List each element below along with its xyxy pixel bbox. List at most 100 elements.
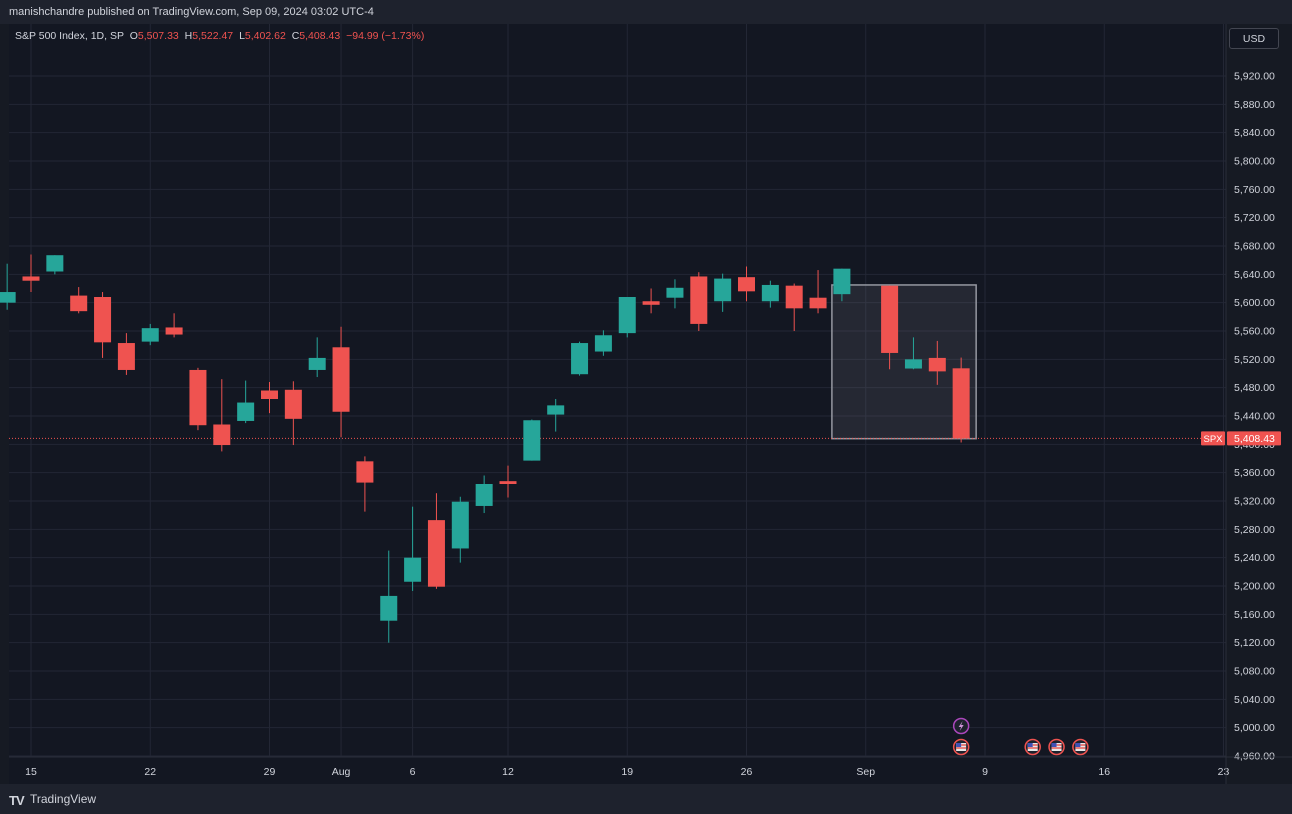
legend-high-value: 5,522.47 (192, 30, 234, 42)
y-tick-label: 5,000.00 (1234, 722, 1275, 734)
y-tick-label: 5,280.00 (1234, 524, 1275, 536)
candle-body[interactable] (70, 295, 88, 312)
flag-canton (1027, 743, 1033, 747)
candle-body[interactable] (904, 359, 922, 369)
flag-canton (956, 743, 962, 747)
x-tick-label: 29 (264, 766, 276, 778)
candle-body[interactable] (46, 255, 64, 272)
legend-change-value: −94.99 (−1.73%) (346, 30, 425, 42)
candle-body[interactable] (284, 389, 302, 419)
x-tick-label: 15 (25, 766, 37, 778)
candle-body[interactable] (165, 327, 183, 335)
x-tick-label: 22 (144, 766, 156, 778)
candle-body[interactable] (666, 287, 684, 298)
candle-body[interactable] (380, 595, 398, 621)
candle-body[interactable] (738, 277, 755, 292)
candle-body[interactable] (0, 292, 16, 303)
candle-body[interactable] (356, 461, 374, 483)
flag-canton (1051, 743, 1057, 747)
x-tick-label: 9 (982, 766, 988, 778)
y-tick-label: 5,200.00 (1234, 581, 1275, 593)
legend-low-value: 5,402.62 (244, 30, 286, 42)
candle-body[interactable] (117, 343, 135, 370)
x-tick-label: 6 (410, 766, 416, 778)
legend-high-label: H (184, 30, 193, 42)
legend-close-label: C (291, 30, 300, 42)
publish-header: manishchandre published on TradingView.c… (0, 0, 1292, 24)
plot-background (9, 24, 1226, 784)
y-tick-label: 5,240.00 (1234, 552, 1275, 564)
candle-body[interactable] (523, 420, 541, 461)
candle-body[interactable] (22, 276, 40, 281)
candle-body[interactable] (427, 520, 445, 587)
candle-body[interactable] (213, 424, 231, 446)
x-tick-label: 26 (741, 766, 753, 778)
candle-body[interactable] (952, 368, 970, 439)
candle-body[interactable] (881, 285, 899, 353)
candle-body[interactable] (809, 297, 827, 309)
x-tick-label: 19 (621, 766, 633, 778)
candle-body[interactable] (571, 343, 589, 375)
footer-bar: TV TradingView (0, 784, 1292, 814)
candle-body[interactable] (404, 557, 422, 582)
candle-body[interactable] (475, 484, 493, 506)
legend-close-value: 5,408.43 (299, 30, 341, 42)
candle-body[interactable] (141, 328, 159, 342)
lightning-glyph (958, 721, 964, 731)
y-tick-label: 5,360.00 (1234, 467, 1275, 479)
candle-body[interactable] (237, 402, 255, 421)
candle-body[interactable] (642, 301, 660, 305)
candle-body[interactable] (547, 405, 565, 415)
y-tick-label: 5,640.00 (1234, 269, 1275, 281)
legend-low-label: L (239, 30, 245, 42)
y-tick-label: 5,120.00 (1234, 637, 1275, 649)
symbol-badge-label: SPX (1203, 434, 1223, 445)
y-tick-label: 5,760.00 (1234, 184, 1275, 196)
candle-body[interactable] (761, 284, 779, 302)
candle-body[interactable] (594, 335, 612, 352)
candle-body[interactable] (618, 297, 636, 334)
y-tick-label: 5,800.00 (1234, 156, 1275, 168)
chart-legend: S&P 500 Index, 1D, SP O5,507.33 H5,522.4… (15, 30, 424, 42)
candle-body[interactable] (261, 390, 278, 400)
y-tick-label: 5,040.00 (1234, 694, 1275, 706)
y-tick-label: 5,440.00 (1234, 411, 1275, 423)
highlight-rectangle[interactable] (831, 284, 977, 440)
candle-body[interactable] (332, 347, 350, 412)
tradingview-brand[interactable]: TradingView (30, 792, 97, 806)
legend-symbol: S&P 500 Index, 1D, SP (15, 30, 124, 42)
candle-body[interactable] (451, 501, 469, 549)
candle-body[interactable] (499, 481, 517, 484)
candle-body[interactable] (94, 297, 112, 343)
flag-canton (1075, 743, 1081, 747)
x-tick-label: 23 (1218, 766, 1230, 778)
y-tick-label: 5,080.00 (1234, 666, 1275, 678)
symbol-badge (1201, 431, 1225, 446)
candle-body[interactable] (308, 357, 326, 370)
candle-body[interactable] (189, 369, 207, 426)
publish-text: manishchandre published on TradingView.c… (9, 6, 374, 18)
last-price-label: 5,408.43 (1234, 433, 1275, 445)
y-tick-label: 5,560.00 (1234, 326, 1275, 338)
candle-body[interactable] (785, 285, 803, 309)
candlestick-chart[interactable]: 5,920.00 5,880.00 5,840.00 5,800.00 5,760.00… (0, 24, 1292, 784)
candle-body[interactable] (714, 278, 732, 302)
legend-open-value: 5,507.33 (137, 30, 179, 42)
candle-body[interactable] (928, 357, 946, 372)
y-tick-label: 5,920.00 (1234, 71, 1275, 83)
x-tick-label: Sep (856, 766, 875, 778)
y-tick-label: 5,720.00 (1234, 212, 1275, 224)
y-tick-label: 5,320.00 (1234, 496, 1275, 508)
y-tick-label: 5,480.00 (1234, 382, 1275, 394)
y-tick-label: 5,880.00 (1234, 99, 1275, 111)
tradingview-logo[interactable]: TV (9, 793, 25, 808)
y-tick-label: 5,160.00 (1234, 609, 1275, 621)
x-tick-label: 12 (502, 766, 514, 778)
chart-area[interactable]: 5,920.00 5,880.00 5,840.00 5,800.00 5,760.00… (0, 24, 1292, 784)
y-tick-label: 5,680.00 (1234, 241, 1275, 253)
candle-body[interactable] (833, 268, 851, 295)
y-tick-label: 5,840.00 (1234, 127, 1275, 139)
candle-body[interactable] (690, 276, 708, 324)
x-tick-label: Aug (332, 766, 351, 778)
currency-button[interactable]: USD (1229, 28, 1279, 49)
